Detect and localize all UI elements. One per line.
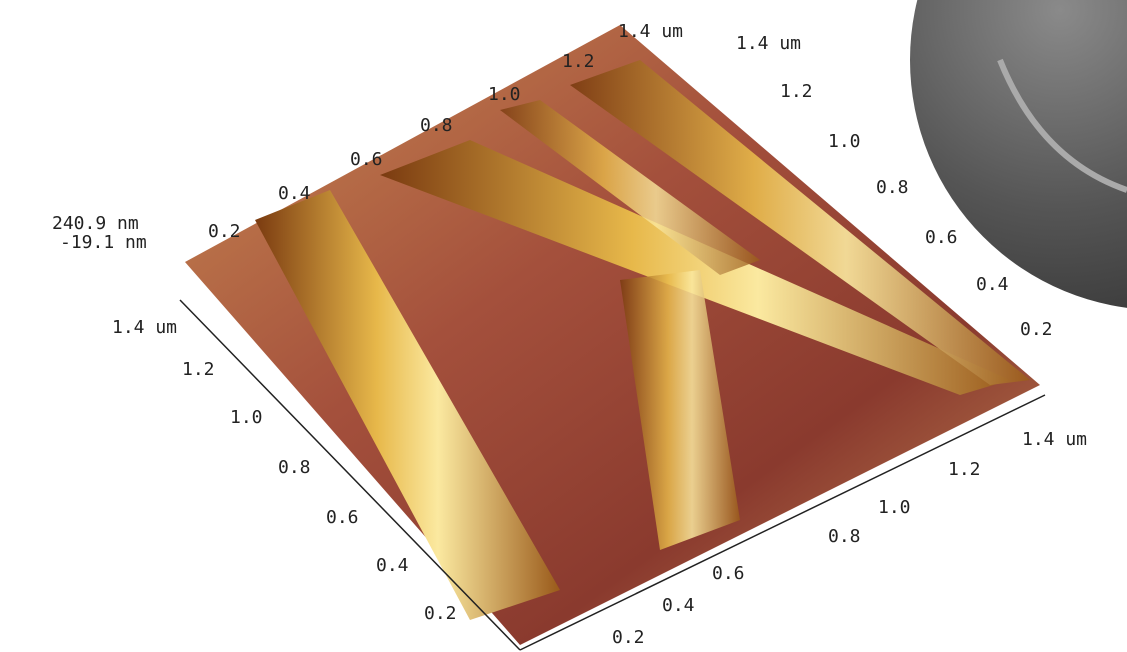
left-axis-label: 0.4 [376, 555, 409, 576]
top-axis-label: 1.2 [562, 51, 595, 72]
right-axis-label: 1.2 [780, 81, 813, 102]
top-axis-label: 1.0 [488, 84, 521, 105]
left-axis-label: 0.2 [424, 603, 457, 624]
right-axis-label: 1.4 um [736, 33, 801, 54]
afm-figure: 240.9 nm-19.1 nm1.4 um1.21.00.80.60.40.2… [0, 0, 1127, 652]
z-min-label: -19.1 nm [60, 232, 147, 253]
left-axis-label: 0.6 [326, 507, 359, 528]
right-axis-label: 0.6 [925, 227, 958, 248]
bottom-axis-label: 1.2 [948, 459, 981, 480]
right-axis-label: 0.2 [1020, 319, 1053, 340]
top-axis-label: 1.4 um [618, 21, 683, 42]
bottom-axis-label: 0.8 [828, 526, 861, 547]
top-axis-label: 0.6 [350, 149, 383, 170]
left-axis-label: 0.8 [278, 457, 311, 478]
bottom-axis-label: 0.6 [712, 563, 745, 584]
right-axis-label: 1.0 [828, 131, 861, 152]
right-axis-label: 0.8 [876, 177, 909, 198]
bottom-axis-label: 0.2 [612, 627, 645, 648]
bottom-axis-label: 1.0 [878, 497, 911, 518]
bottom-axis-label: 0.4 [662, 595, 695, 616]
z-max-label: 240.9 nm [52, 213, 139, 234]
top-axis-label: 0.2 [208, 221, 241, 242]
left-axis-label: 1.4 um [112, 317, 177, 338]
bottom-axis-label: 1.4 um [1022, 429, 1087, 450]
right-axis-label: 0.4 [976, 274, 1009, 295]
top-axis-label: 0.4 [278, 183, 311, 204]
left-axis-label: 1.2 [182, 359, 215, 380]
top-axis-label: 0.8 [420, 115, 453, 136]
left-axis-label: 1.0 [230, 407, 263, 428]
surface [185, 25, 1040, 645]
sem-inset [910, 0, 1127, 310]
